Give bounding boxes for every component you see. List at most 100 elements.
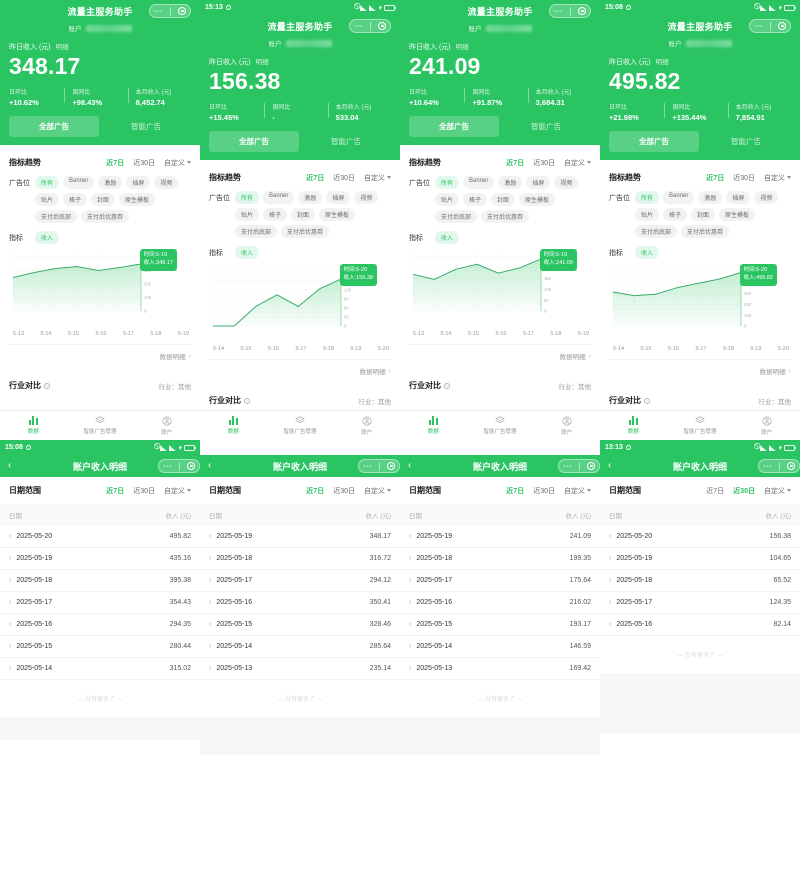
seg-7d[interactable]: 近7日	[506, 487, 525, 495]
mini-program-capsule[interactable]: ⋯	[549, 4, 591, 18]
metric-chip[interactable]: 收入	[435, 231, 460, 245]
slot-chip[interactable]: 激励	[98, 176, 123, 190]
table-row[interactable]: › 2025-05-16 350.41	[200, 592, 400, 614]
income-detail-link[interactable]: 明细	[255, 59, 269, 66]
table-row[interactable]: › 2025-05-18 65.52	[600, 570, 800, 592]
close-target-icon[interactable]	[578, 7, 587, 15]
slot-chip[interactable]: 格子	[663, 208, 688, 222]
slot-chip[interactable]: Banner	[63, 176, 95, 190]
income-trend-chart[interactable]: 050100150200250 时间:5-19 收入:241.09	[409, 249, 591, 329]
table-row[interactable]: › 2025-05-15 280.44	[0, 636, 200, 658]
more-icon[interactable]: ⋯	[353, 20, 364, 31]
seg-custom[interactable]: 自定义	[164, 158, 191, 168]
table-row[interactable]: › 2025-05-17 294.12	[200, 570, 400, 592]
table-row[interactable]: › 2025-05-17 175.64	[400, 570, 600, 592]
seg-30d[interactable]: 近30日	[133, 159, 155, 167]
more-icon[interactable]: ⋯	[153, 5, 164, 16]
slot-chip[interactable]: 支付后优惠券	[281, 225, 330, 239]
seg-30d[interactable]: 近30日	[533, 159, 555, 167]
slot-chip[interactable]: 支付后优惠券	[481, 210, 530, 224]
close-target-icon[interactable]	[778, 22, 787, 30]
seg-custom[interactable]: 自定义	[364, 486, 391, 496]
slot-chip[interactable]: 格子	[63, 193, 88, 207]
slot-chip[interactable]: 原生模板	[519, 193, 556, 207]
seg-7d[interactable]: 近7日	[706, 487, 725, 495]
table-row[interactable]: › 2025-05-14 315.02	[0, 658, 200, 680]
mini-program-capsule[interactable]: ⋯	[149, 4, 191, 18]
income-trend-chart[interactable]: 0306090120150180 时间:5-20 收入:156.38	[209, 264, 391, 344]
seg-30d[interactable]: 近30日	[533, 487, 555, 495]
tab-account[interactable]: 账户	[533, 411, 600, 440]
seg-custom[interactable]: 自定义	[564, 158, 591, 168]
mini-program-capsule[interactable]: ⋯	[349, 19, 391, 33]
slot-chip[interactable]: Banner	[263, 191, 295, 205]
more-icon[interactable]: ⋯	[553, 5, 564, 16]
tab-account[interactable]: 账户	[733, 411, 800, 440]
slot-chip[interactable]: 格子	[263, 208, 288, 222]
back-icon[interactable]: ‹	[608, 460, 612, 471]
seg-custom[interactable]: 自定义	[564, 486, 591, 496]
data-detail-link[interactable]: 数据明细 ›	[409, 344, 591, 361]
slot-chip[interactable]: 视频	[554, 176, 579, 190]
slot-chip[interactable]: 插屏	[526, 176, 551, 190]
slot-chip[interactable]: 支付后底部	[235, 225, 278, 239]
table-row[interactable]: › 2025-05-18 316.72	[200, 548, 400, 570]
slot-chip[interactable]: 视频	[154, 176, 179, 190]
slot-chip[interactable]: 原生模板	[319, 208, 356, 222]
info-icon[interactable]: i	[444, 382, 450, 389]
seg-7d[interactable]: 近7日	[706, 174, 725, 182]
industry-compare-section[interactable]: 行业对比 i 行业：其他	[0, 372, 200, 400]
industry-compare-section[interactable]: 行业对比 i 行业：其他	[200, 387, 400, 415]
seg-7d[interactable]: 近7日	[106, 159, 125, 167]
mini-program-capsule[interactable]: ⋯	[558, 459, 600, 473]
slot-chip[interactable]: 贴片	[435, 193, 460, 207]
more-icon[interactable]: ⋯	[762, 460, 773, 471]
industry-compare-section[interactable]: 行业对比 i 行业：其他	[400, 372, 600, 400]
slot-chip[interactable]: 所有	[435, 176, 460, 190]
account-switcher[interactable]: 账户	[409, 22, 591, 34]
seg-7d[interactable]: 近7日	[106, 487, 125, 495]
slot-chip[interactable]: 视频	[754, 191, 779, 205]
slot-chip[interactable]: 激励	[298, 191, 323, 205]
income-detail-link[interactable]: 明细	[655, 59, 669, 66]
tab-smart-ads-hero[interactable]: 智能广告	[731, 137, 761, 147]
table-row[interactable]: › 2025-05-15 328.46	[200, 614, 400, 636]
table-row[interactable]: › 2025-05-16 294.35	[0, 614, 200, 636]
close-target-icon[interactable]	[387, 462, 396, 470]
slot-chip[interactable]: 插屏	[326, 191, 351, 205]
data-detail-link[interactable]: 数据明细 ›	[609, 359, 791, 376]
metric-chip[interactable]: 收入	[35, 231, 60, 245]
table-row[interactable]: › 2025-05-17 354.43	[0, 592, 200, 614]
slot-chip[interactable]: 激励	[698, 191, 723, 205]
table-row[interactable]: › 2025-05-20 156.38	[600, 526, 800, 548]
slot-chip[interactable]: 封面	[291, 208, 316, 222]
tab-all-ads[interactable]: 全部广告	[209, 131, 299, 153]
mini-program-capsule[interactable]: ⋯	[749, 19, 791, 33]
data-detail-link[interactable]: 数据明细 ›	[209, 359, 391, 376]
slot-chip[interactable]: 支付后优惠券	[81, 210, 130, 224]
seg-30d[interactable]: 近30日	[133, 487, 155, 495]
table-row[interactable]: › 2025-05-13 169.42	[400, 658, 600, 680]
slot-chip[interactable]: 原生模板	[119, 193, 156, 207]
account-switcher[interactable]: 账户	[9, 22, 191, 34]
seg-7d[interactable]: 近7日	[306, 174, 325, 182]
tab-smart-ads-hero[interactable]: 智能广告	[131, 122, 161, 132]
slot-chip[interactable]: 所有	[235, 191, 260, 205]
table-row[interactable]: › 2025-05-19 241.09	[400, 526, 600, 548]
slot-chip[interactable]: 贴片	[35, 193, 60, 207]
info-icon[interactable]: i	[44, 382, 50, 389]
info-icon[interactable]: i	[244, 397, 250, 404]
slot-chip[interactable]: 支付后底部	[435, 210, 478, 224]
slot-chip[interactable]: 所有	[35, 176, 60, 190]
slot-chip[interactable]: 所有	[635, 191, 660, 205]
table-row[interactable]: › 2025-05-18 395.38	[0, 570, 200, 592]
table-row[interactable]: › 2025-05-19 104.65	[600, 548, 800, 570]
slot-chip[interactable]: 贴片	[635, 208, 660, 222]
more-icon[interactable]: ⋯	[753, 20, 764, 31]
back-icon[interactable]: ‹	[8, 460, 12, 471]
back-icon[interactable]: ‹	[408, 460, 412, 471]
slot-chip[interactable]: 封面	[491, 193, 516, 207]
seg-custom[interactable]: 自定义	[164, 486, 191, 496]
tab-account[interactable]: 账户	[333, 411, 400, 440]
tab-smart-ads-hero[interactable]: 智能广告	[331, 137, 361, 147]
